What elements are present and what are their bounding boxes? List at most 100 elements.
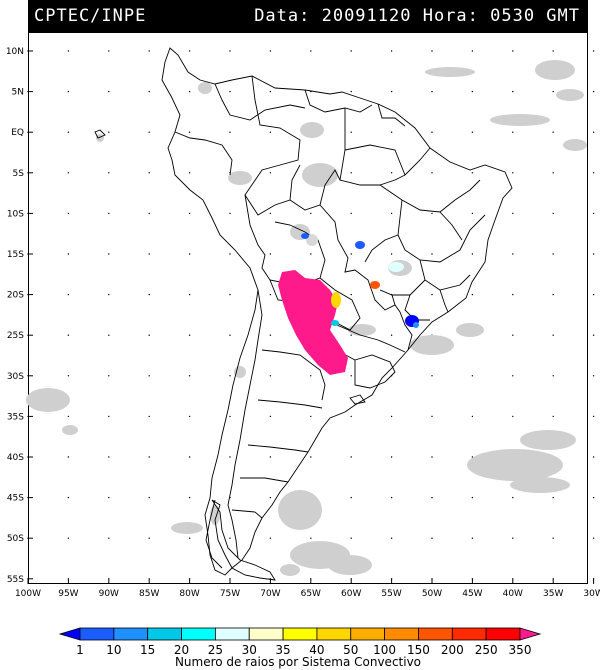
grid-dot xyxy=(552,172,554,174)
grid-dot xyxy=(350,253,352,255)
grid-dot xyxy=(67,90,70,93)
colorbar-cell xyxy=(214,627,250,641)
colorbar: 1 10 15 20 25 30 35 40 50 100 150 200 250 350 xyxy=(58,627,542,657)
grid-dot xyxy=(310,537,312,539)
colorbar-cell xyxy=(58,627,81,641)
grid-dot xyxy=(269,50,272,52)
lon-label: 70W xyxy=(260,589,280,599)
grid-dot xyxy=(390,537,393,539)
grid-dot xyxy=(108,334,110,336)
grid-dot xyxy=(512,253,514,255)
grid-dot xyxy=(269,172,272,174)
cloud-patches xyxy=(26,60,587,576)
grid-dot xyxy=(67,456,70,458)
grid-dot xyxy=(431,90,433,93)
grid-dot xyxy=(350,131,352,133)
map-header: CPTEC/INPE Data: 20091120 Hora: 0530 GMT xyxy=(28,0,588,32)
grid-dot xyxy=(148,415,150,418)
grid-dot xyxy=(108,131,110,133)
grid-dot xyxy=(229,415,231,418)
grid-dot xyxy=(188,212,191,215)
colorbar-cell xyxy=(181,627,216,641)
grid-dot xyxy=(552,375,554,377)
lon-label: 85W xyxy=(139,589,159,599)
colorbar-cell xyxy=(316,627,352,641)
lon-label: 55W xyxy=(381,589,401,599)
colorbar-label: 10 xyxy=(106,643,121,657)
grid-dot xyxy=(310,375,312,377)
grid-dot xyxy=(188,496,191,499)
grid-dot xyxy=(269,456,272,458)
grid-dot xyxy=(67,415,70,418)
grid-dot xyxy=(390,90,393,93)
grid-dot xyxy=(148,131,150,133)
colorbar-label: 15 xyxy=(140,643,155,657)
grid-dot xyxy=(552,293,554,296)
colorbar-label: 350 xyxy=(509,643,532,657)
grid-dot xyxy=(229,375,231,377)
grid-dot xyxy=(108,456,110,458)
grid-dot xyxy=(512,334,514,336)
colorbar-label: 200 xyxy=(441,643,464,657)
colorbar-cell xyxy=(451,627,487,641)
lon-label: 75W xyxy=(220,589,240,599)
header-datetime: Data: 20091120 Hora: 0530 GMT xyxy=(254,6,580,26)
grid-dot xyxy=(471,293,474,296)
grid-dot xyxy=(390,253,393,255)
grid-dot xyxy=(552,496,554,499)
grid-dot xyxy=(350,496,352,499)
grid-dot xyxy=(390,172,393,174)
lon-label: 65W xyxy=(301,589,321,599)
grid-dot xyxy=(350,456,352,458)
grid-dot xyxy=(310,50,312,52)
grid-dot xyxy=(188,375,191,377)
colorbar-label: 50 xyxy=(343,643,358,657)
colorbar-label: 250 xyxy=(475,643,498,657)
lat-label: 10S xyxy=(7,209,24,219)
grid-dot xyxy=(148,456,150,458)
grid-dot xyxy=(431,172,433,174)
grid-dot xyxy=(592,456,595,458)
grid-dot xyxy=(310,415,312,418)
latitude-labels: 10N 5N EQ 5S 10S 15S 20S 25S 30S 35S 40S 45S 50S 55S xyxy=(6,47,24,585)
grid-dot xyxy=(350,50,352,52)
lat-label: 10N xyxy=(6,47,24,57)
grid-dot xyxy=(108,90,110,93)
grid-dot xyxy=(269,90,272,93)
grid-dot xyxy=(592,375,595,377)
grid-dot xyxy=(350,334,352,336)
colorbar-label: 20 xyxy=(174,643,189,657)
grid-dot xyxy=(67,50,70,52)
grid-dot xyxy=(471,496,474,499)
grid-dot xyxy=(592,537,595,539)
colorbar-cell xyxy=(282,627,318,641)
grid-dot xyxy=(67,212,70,215)
grid-dot xyxy=(148,253,150,255)
grid-dot xyxy=(67,172,70,174)
lon-label: 90W xyxy=(99,589,119,599)
lat-label: EQ xyxy=(11,128,24,138)
grid-dot xyxy=(108,375,110,377)
grid-dot xyxy=(188,293,191,296)
grid-dot xyxy=(512,172,514,174)
grid-dot xyxy=(390,456,393,458)
grid-dot xyxy=(229,90,231,93)
grid-dot xyxy=(431,253,433,255)
grid-dot xyxy=(269,253,272,255)
colorbar-label: 100 xyxy=(373,643,396,657)
grid-dot xyxy=(310,212,312,215)
colorbar-cell xyxy=(485,627,521,641)
lat-label: 5N xyxy=(12,88,24,98)
grid-dot xyxy=(108,496,110,499)
grid-dot xyxy=(108,253,110,255)
lon-label: 30W xyxy=(583,589,600,599)
lon-label: 100W xyxy=(15,589,41,599)
grid-dot xyxy=(229,212,231,215)
grid-dot xyxy=(148,334,150,336)
lon-label: 45W xyxy=(462,589,482,599)
grid-dot xyxy=(592,90,595,93)
colorbar-cell xyxy=(519,627,542,641)
colorbar-label: 30 xyxy=(242,643,257,657)
grid-dot xyxy=(390,334,393,336)
grid-dot xyxy=(471,172,474,174)
